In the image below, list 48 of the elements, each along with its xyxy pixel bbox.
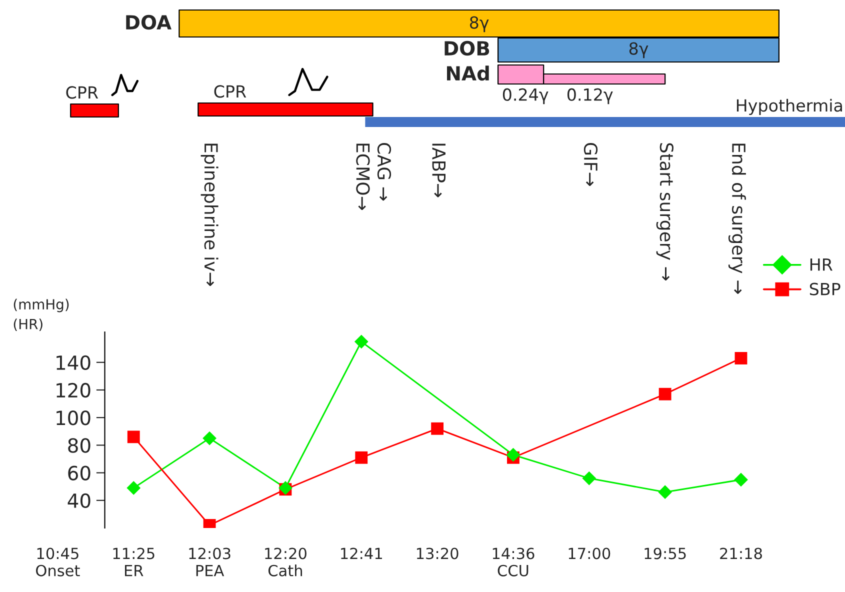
text: DOA: [126, 14, 172, 30]
x-tick-label: 13:20: [416, 548, 458, 560]
y-tick-label: 100: [56, 410, 90, 426]
point: [127, 430, 140, 444]
y-tick-label: 140: [56, 355, 90, 370]
text: 0.24γ: [502, 88, 548, 104]
legend-label: HR: [810, 258, 832, 271]
point: [734, 352, 748, 364]
y-tick-label: 60: [68, 466, 90, 480]
x-tick-label: 12:20 Cath: [265, 548, 306, 576]
text: CPR: [66, 86, 98, 99]
x-tick-label: 11:25 ER: [113, 548, 154, 576]
x-tick-label: 12:03 PEA: [189, 548, 230, 576]
point: [354, 334, 368, 349]
text: IABP→: [432, 144, 446, 198]
text: ECMO→: [356, 144, 370, 210]
point: [202, 431, 216, 446]
x-tick-label: 17:00: [568, 548, 610, 560]
text: Hypothermia: [736, 98, 842, 115]
text: NAd: [446, 66, 489, 81]
y-axis-title: (mmHg) (HR): [14, 298, 69, 331]
point: [658, 485, 672, 500]
point: [126, 481, 141, 495]
x-tick-label: 19:55: [644, 548, 686, 560]
text: 8γ: [470, 16, 489, 32]
point: [658, 388, 672, 400]
x-tick-label: 12:41: [341, 548, 382, 560]
y-tick-label: 80: [68, 438, 90, 453]
text: DOB: [444, 40, 490, 56]
text: CPR: [214, 85, 246, 98]
x-tick-label: 14:36 CCU: [492, 548, 534, 576]
x-tick-label: 21:18: [720, 548, 762, 560]
point: [734, 472, 748, 487]
y-tick-label: 40: [68, 493, 90, 508]
y-tick-label: 120: [56, 382, 90, 398]
point: [431, 422, 444, 435]
text: End of surgery →: [728, 144, 746, 294]
text: Start surgery →: [656, 143, 674, 280]
point: [582, 471, 596, 486]
x-tick-label: 10:45 Onset: [36, 548, 80, 576]
text: GIF→: [584, 143, 598, 186]
text: 0.12γ: [567, 88, 613, 104]
legend-label: SBP: [810, 282, 840, 296]
text: Epinephrine iv→: [200, 144, 218, 286]
point: [506, 448, 520, 462]
text: CAG →: [377, 143, 392, 201]
text: 8γ: [629, 42, 648, 58]
point: [355, 451, 368, 464]
